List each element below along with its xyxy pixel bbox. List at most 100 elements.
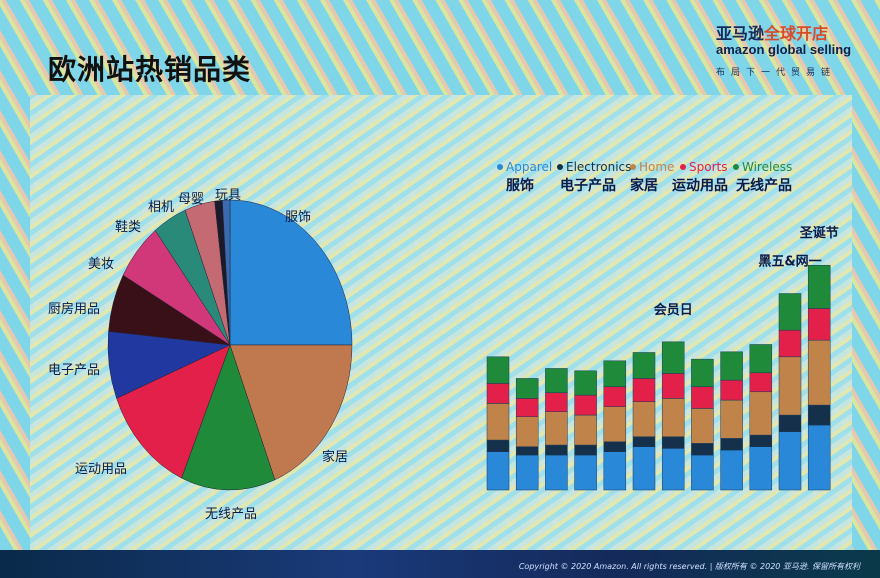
- bar-segment-sports: [515, 398, 539, 417]
- legend-label: Electronics: [566, 160, 631, 174]
- bar-segment-electronics: [691, 443, 714, 456]
- bar-segment-home: [515, 416, 539, 447]
- bar-segment-wireless: [515, 378, 539, 399]
- bar-segment-sports: [807, 308, 831, 341]
- bar-annotation: 黑五&网一: [758, 255, 821, 270]
- bar-segment-electronics: [486, 439, 510, 452]
- bar-segment-apparel: [486, 451, 510, 491]
- page-title: 欧洲站热销品类: [48, 53, 252, 86]
- legend-cn-label: 家居: [630, 177, 658, 194]
- bar-segment-apparel: [515, 454, 539, 491]
- bar-segment-apparel: [749, 446, 773, 491]
- pie-label: 母婴: [178, 192, 204, 207]
- bar-segment-apparel: [545, 454, 568, 491]
- pie-slice-0: [229, 199, 353, 346]
- pie-label: 无线产品: [205, 507, 257, 522]
- bar-segment-wireless: [632, 352, 656, 379]
- logo-tagline: 布局下一代贸易链: [716, 68, 837, 78]
- pie-slice-10: [222, 199, 231, 346]
- bar-segment-wireless: [691, 358, 714, 388]
- bar-segment-wireless: [574, 370, 597, 396]
- legend-label: Home: [639, 160, 674, 174]
- legend-marker-electronics: [557, 164, 563, 170]
- logo-cn-part2: 全球开店: [764, 24, 829, 43]
- bar-segment-electronics: [545, 444, 568, 456]
- bar-segment-sports: [749, 372, 773, 393]
- bar-segment-sports: [661, 373, 685, 399]
- bar-segment-sports: [603, 386, 627, 407]
- bar-segment-electronics: [603, 441, 627, 452]
- legend-cn-label: 运动用品: [672, 177, 728, 194]
- bar-segment-home: [574, 414, 597, 446]
- bar-segment-home: [632, 401, 656, 437]
- bar-segment-wireless: [807, 264, 831, 309]
- legend-label: Sports: [689, 160, 727, 174]
- bar-segment-apparel: [720, 449, 743, 491]
- bar-segment-electronics: [778, 414, 802, 432]
- bar-segment-wireless: [720, 351, 743, 381]
- bar-segment-home: [661, 398, 685, 437]
- bar-segment-wireless: [603, 360, 627, 388]
- pie-label: 厨房用品: [48, 301, 100, 317]
- pie-label: 鞋类: [115, 219, 141, 235]
- legend-marker-apparel: [497, 164, 503, 170]
- bar-segment-apparel: [574, 454, 597, 491]
- bar-segment-sports: [545, 392, 568, 412]
- bar-segment-apparel: [807, 424, 831, 491]
- logo-cn-part1: 亚马逊: [716, 24, 765, 43]
- bar-segment-apparel: [603, 451, 627, 491]
- bar-segment-home: [749, 391, 773, 436]
- pie-slice-1: [229, 344, 353, 481]
- bar-segment-home: [778, 356, 802, 416]
- amazon-global-selling-logo: 亚马逊全球开店 amazon global selling 布局下一代贸易链: [716, 20, 856, 78]
- bar-segment-electronics: [807, 404, 831, 426]
- legend-cn-label: 服饰: [506, 177, 534, 194]
- bar-segment-home: [545, 411, 568, 446]
- legend-marker-sports: [680, 164, 686, 170]
- bar-segment-electronics: [661, 436, 685, 449]
- bar-segment-electronics: [632, 436, 656, 447]
- bar-segment-sports: [574, 394, 597, 416]
- bar-segment-wireless: [749, 344, 773, 374]
- bar-segment-sports: [486, 383, 510, 404]
- legend-label: Wireless: [742, 160, 792, 174]
- pie-slice-2: [181, 344, 276, 491]
- bar-segment-home: [720, 399, 743, 439]
- bar-segment-wireless: [545, 368, 568, 394]
- bar-segment-electronics: [515, 446, 539, 456]
- pie-label: 运动用品: [75, 462, 127, 477]
- copyright-text: Copyright © 2020 Amazon. All rights rese…: [518, 562, 860, 571]
- bar-segment-sports: [691, 386, 714, 409]
- bar-segment-wireless: [486, 356, 510, 384]
- bar-segment-apparel: [691, 454, 714, 491]
- bar-segment-wireless: [661, 341, 685, 374]
- bar-segment-electronics: [749, 434, 773, 447]
- bar-segment-sports: [720, 379, 743, 401]
- footer: Copyright © 2020 Amazon. All rights rese…: [0, 550, 880, 578]
- bar-segment-sports: [632, 378, 656, 403]
- pie-label: 电子产品: [48, 363, 100, 378]
- bar-segment-wireless: [778, 293, 802, 331]
- bar-annotation: 会员日: [654, 302, 693, 318]
- legend-label: Apparel: [506, 160, 552, 174]
- bar-segment-apparel: [632, 446, 656, 491]
- legend-cn-label: 无线产品: [735, 177, 792, 194]
- bar-segment-home: [691, 408, 714, 444]
- pie-label: 服饰: [285, 210, 311, 225]
- legend-marker-wireless: [733, 164, 739, 170]
- logo-en: amazon global selling: [716, 42, 852, 57]
- bar-segment-home: [486, 403, 510, 441]
- pie-slice-3: [116, 344, 231, 479]
- pie-label: 相机: [148, 200, 174, 215]
- bar-segment-electronics: [574, 444, 597, 456]
- bar-segment-sports: [778, 329, 802, 358]
- legend-marker-home: [630, 164, 636, 170]
- pie-label: 美妆: [88, 257, 114, 272]
- bar-segment-apparel: [661, 448, 685, 491]
- bar-segment-home: [807, 339, 831, 406]
- bar-annotation: 圣诞节: [800, 225, 839, 241]
- legend-cn-label: 电子产品: [560, 177, 616, 194]
- pie-label: 家居: [322, 449, 348, 465]
- bar-segment-electronics: [720, 438, 743, 451]
